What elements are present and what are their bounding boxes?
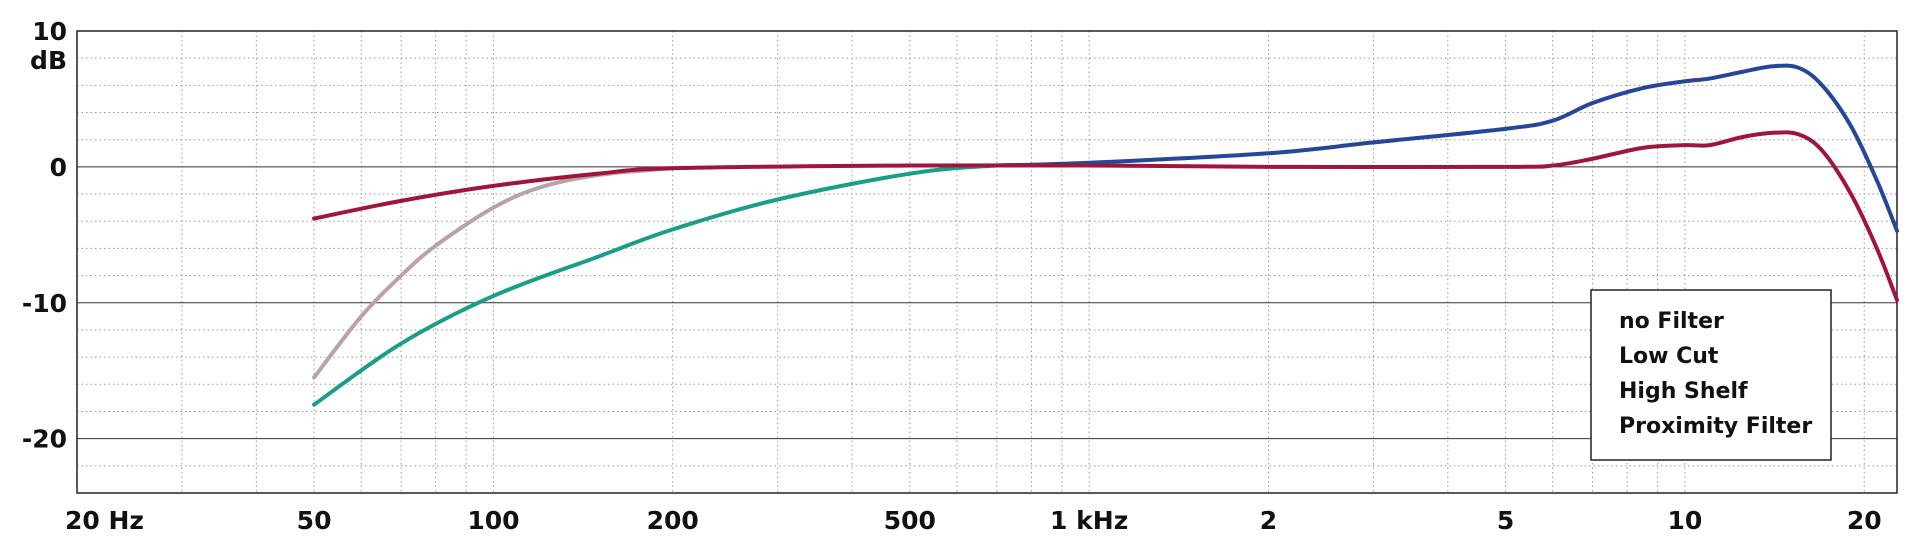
- x-tick-label: 200: [647, 506, 699, 535]
- legend-box: [1590, 289, 1832, 461]
- plot-frame: [76, 30, 1898, 494]
- response-curve: [312, 130, 1899, 303]
- x-tick-label: 100: [467, 506, 519, 535]
- legend-label: no Filter: [1619, 309, 1724, 334]
- x-tick-label: 20 Hz: [65, 506, 144, 535]
- x-tick-label: 10: [1668, 506, 1703, 535]
- legend-label: Proximity Filter: [1619, 414, 1812, 439]
- y-tick-label: -20: [22, 425, 67, 454]
- response-curve: [312, 162, 1064, 407]
- legend-label: High Shelf: [1619, 379, 1748, 404]
- x-tick-label: 1 kHz: [1050, 506, 1128, 535]
- x-tick-label: 5: [1497, 506, 1514, 535]
- legend: no Filter Low Cut High Shelf Proximity Filt…: [1590, 289, 1832, 461]
- x-tick-label: 2: [1260, 506, 1277, 535]
- response-curve: [994, 63, 1899, 233]
- x-tick-label: 500: [884, 506, 936, 535]
- y-tick-label: 10: [32, 17, 67, 46]
- y-axis-unit: dB: [30, 46, 67, 75]
- y-tick-label: -10: [22, 289, 67, 318]
- legend-label: Low Cut: [1619, 344, 1719, 369]
- y-tick-label: 0: [50, 153, 67, 182]
- x-tick-label: 20: [1847, 506, 1882, 535]
- x-tick-label: 50: [297, 506, 332, 535]
